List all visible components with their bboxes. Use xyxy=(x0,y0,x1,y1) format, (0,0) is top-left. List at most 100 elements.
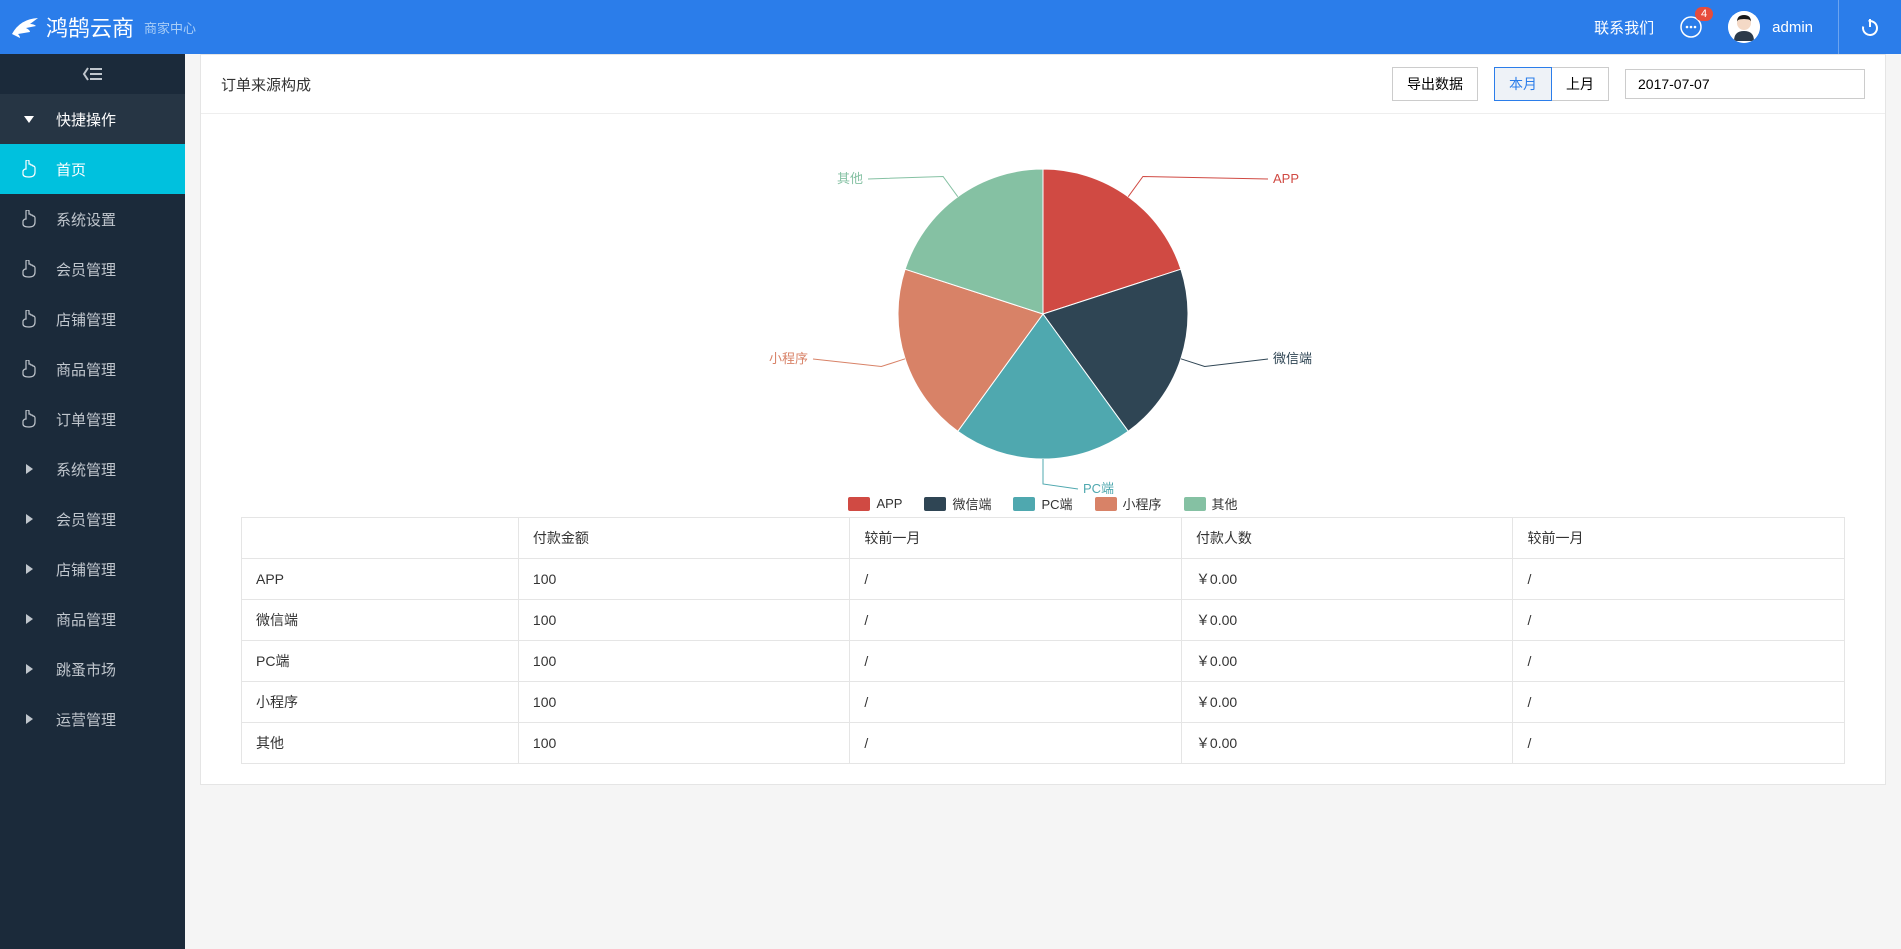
table-cell: / xyxy=(850,641,1182,682)
sidebar-section-item-3[interactable]: 商品管理 xyxy=(0,594,185,644)
bird-icon xyxy=(10,14,40,40)
user-menu[interactable]: admin xyxy=(1728,11,1813,43)
sidebar-item-label: 会员管理 xyxy=(56,259,116,280)
legend-label: 微信端 xyxy=(952,494,991,513)
table-cell: / xyxy=(850,723,1182,764)
legend-label: 小程序 xyxy=(1123,494,1162,513)
sidebar-item-label: 店铺管理 xyxy=(56,309,116,330)
power-icon xyxy=(1859,16,1881,38)
table-header-cell: 较前一月 xyxy=(1513,518,1845,559)
legend-swatch xyxy=(924,497,946,511)
pie-leader-line xyxy=(868,176,958,196)
export-button[interactable]: 导出数据 xyxy=(1392,67,1478,101)
top-bar: 鸿鹄云商 商家中心 联系我们 4 admin xyxy=(0,0,1901,54)
sidebar-item-label: 系统设置 xyxy=(56,209,116,230)
table-cell: / xyxy=(850,600,1182,641)
table-cell: PC端 xyxy=(242,641,519,682)
table-header-cell: 付款人数 xyxy=(1181,518,1513,559)
pointer-icon xyxy=(20,260,38,278)
table-row: 小程序100/￥0.00/ xyxy=(242,682,1845,723)
legend-swatch xyxy=(848,497,870,511)
sidebar-item-label: 商品管理 xyxy=(56,609,116,630)
sidebar-section-item-4[interactable]: 跳蚤市场 xyxy=(0,644,185,694)
legend-item[interactable]: PC端 xyxy=(1013,494,1072,513)
sidebar-section-item-0[interactable]: 系统管理 xyxy=(0,444,185,494)
pie-slice-label: 小程序 xyxy=(769,351,808,366)
date-input[interactable] xyxy=(1625,69,1865,99)
caret-right-icon xyxy=(20,564,38,574)
table-cell: ￥0.00 xyxy=(1181,682,1513,723)
legend-item[interactable]: 小程序 xyxy=(1095,494,1162,513)
caret-right-icon xyxy=(20,614,38,624)
caret-right-icon xyxy=(20,714,38,724)
last-month-button[interactable]: 上月 xyxy=(1551,67,1609,101)
sidebar-item-label: 系统管理 xyxy=(56,459,116,480)
messages-badge: 4 xyxy=(1695,7,1713,21)
logo-area: 鸿鹄云商 商家中心 xyxy=(10,11,196,43)
sidebar-quick-item-1[interactable]: 系统设置 xyxy=(0,194,185,244)
table-cell: 100 xyxy=(518,559,850,600)
brand-logo[interactable]: 鸿鹄云商 xyxy=(10,11,134,43)
pie-chart: APP微信端PC端小程序其他 xyxy=(241,134,1845,494)
sidebar-section-quick[interactable]: 快捷操作 xyxy=(0,94,185,144)
sidebar-section-item-5[interactable]: 运营管理 xyxy=(0,694,185,744)
top-right: 联系我们 4 admin xyxy=(1594,0,1881,54)
caret-right-icon xyxy=(20,464,38,474)
sidebar-quick-item-0[interactable]: 首页 xyxy=(0,144,185,194)
sidebar-quick-item-5[interactable]: 订单管理 xyxy=(0,394,185,444)
table-cell: 其他 xyxy=(242,723,519,764)
panel-controls: 导出数据 本月 上月 xyxy=(1392,67,1865,101)
brand-sub: 商家中心 xyxy=(144,18,196,37)
pointer-icon xyxy=(20,360,38,378)
month-toggle: 本月 上月 xyxy=(1494,67,1609,101)
legend-swatch xyxy=(1013,497,1035,511)
table-cell: / xyxy=(1513,600,1845,641)
sidebar-section-label: 快捷操作 xyxy=(56,109,116,130)
sidebar-item-label: 跳蚤市场 xyxy=(56,659,116,680)
pie-leader-line xyxy=(813,359,905,367)
pointer-icon xyxy=(20,310,38,328)
sidebar-quick-item-2[interactable]: 会员管理 xyxy=(0,244,185,294)
caret-down-icon xyxy=(20,116,38,123)
sidebar-quick-item-3[interactable]: 店铺管理 xyxy=(0,294,185,344)
sidebar-item-label: 首页 xyxy=(56,159,86,180)
table-cell: APP xyxy=(242,559,519,600)
sidebar-collapse-button[interactable] xyxy=(0,54,185,94)
legend-label: PC端 xyxy=(1041,494,1072,513)
this-month-button[interactable]: 本月 xyxy=(1494,67,1552,101)
avatar-icon xyxy=(1728,11,1760,43)
table-header-cell: 较前一月 xyxy=(850,518,1182,559)
chart-body: APP微信端PC端小程序其他 APP微信端PC端小程序其他 付款金额较前一月付款… xyxy=(201,114,1885,784)
caret-right-icon xyxy=(20,664,38,674)
legend-item[interactable]: APP xyxy=(848,494,902,513)
avatar xyxy=(1728,11,1760,43)
logout-button[interactable] xyxy=(1838,0,1881,54)
pie-leader-line xyxy=(1181,359,1268,367)
table-cell: / xyxy=(1513,641,1845,682)
sidebar-item-label: 订单管理 xyxy=(56,409,116,430)
contact-link[interactable]: 联系我们 xyxy=(1594,17,1654,38)
legend-swatch xyxy=(1184,497,1206,511)
messages-button[interactable]: 4 xyxy=(1679,15,1703,39)
sidebar-quick-item-4[interactable]: 商品管理 xyxy=(0,344,185,394)
table-cell: 微信端 xyxy=(242,600,519,641)
table-cell: / xyxy=(850,682,1182,723)
pie-leader-line xyxy=(1043,459,1078,489)
table-header-cell xyxy=(242,518,519,559)
data-table: 付款金额较前一月付款人数较前一月 APP100/￥0.00/微信端100/￥0.… xyxy=(241,517,1845,764)
table-cell: 100 xyxy=(518,682,850,723)
legend-item[interactable]: 微信端 xyxy=(924,494,991,513)
sidebar-section-item-1[interactable]: 会员管理 xyxy=(0,494,185,544)
table-cell: / xyxy=(1513,723,1845,764)
sidebar: 快捷操作 首页系统设置会员管理店铺管理商品管理订单管理 系统管理会员管理店铺管理… xyxy=(0,54,185,949)
pointer-icon xyxy=(20,410,38,428)
pointer-icon xyxy=(20,210,38,228)
sidebar-section-item-2[interactable]: 店铺管理 xyxy=(0,544,185,594)
pointer-icon xyxy=(20,160,38,178)
legend-item[interactable]: 其他 xyxy=(1184,494,1238,513)
table-cell: / xyxy=(1513,559,1845,600)
table-cell: / xyxy=(1513,682,1845,723)
caret-right-icon xyxy=(20,514,38,524)
pie-leader-line xyxy=(1128,176,1268,196)
table-cell: 100 xyxy=(518,600,850,641)
